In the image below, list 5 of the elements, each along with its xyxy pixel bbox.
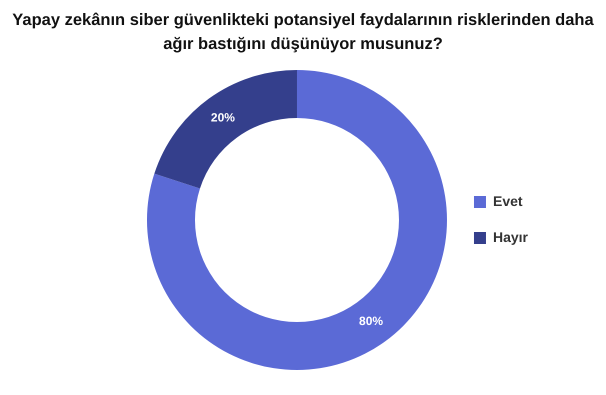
- legend-label: Evet: [492, 192, 523, 209]
- chart-title: Yapay zekânın siber güvenlikteki potansiyel faydalarının risklerinden daha ağır bastığını düşünüyor musunuz?: [11, 10, 595, 55]
- data-label: 20%: [210, 110, 236, 124]
- data-label: 80%: [359, 314, 384, 328]
- legend-label: Hayır: [492, 228, 529, 245]
